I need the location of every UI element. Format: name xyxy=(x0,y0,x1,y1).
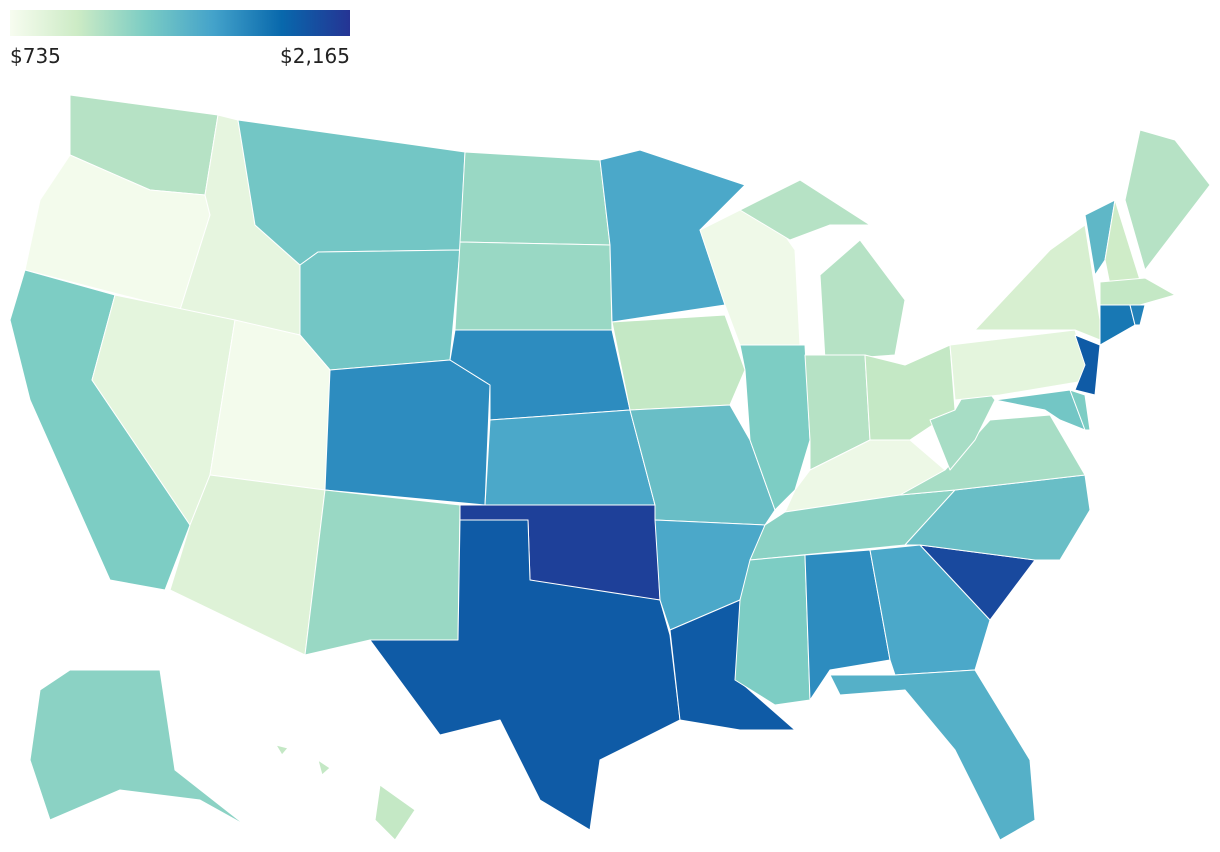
region xyxy=(304,489,461,656)
region xyxy=(899,414,1086,496)
region xyxy=(1074,334,1101,396)
region xyxy=(739,179,871,241)
region xyxy=(804,549,891,701)
region xyxy=(484,409,656,506)
region xyxy=(1124,129,1211,271)
region xyxy=(734,554,811,706)
region xyxy=(974,224,1101,341)
region xyxy=(299,249,461,371)
region xyxy=(369,519,681,831)
region xyxy=(1099,304,1136,346)
colorbar xyxy=(10,10,350,36)
region xyxy=(324,359,491,506)
region xyxy=(949,329,1091,401)
region xyxy=(1069,389,1091,431)
colorbar-max-label: $2,165 xyxy=(280,44,350,68)
region xyxy=(1129,304,1146,326)
region xyxy=(629,404,776,526)
region xyxy=(169,474,326,656)
region xyxy=(994,389,1086,431)
region xyxy=(1099,277,1176,306)
region xyxy=(611,314,746,411)
region xyxy=(275,744,289,756)
region xyxy=(454,241,613,331)
colorbar-min-label: $735 xyxy=(10,44,61,68)
region xyxy=(459,151,611,246)
region xyxy=(374,784,416,841)
region xyxy=(819,239,906,361)
region xyxy=(317,759,331,776)
region xyxy=(29,669,246,826)
region xyxy=(829,669,1036,841)
